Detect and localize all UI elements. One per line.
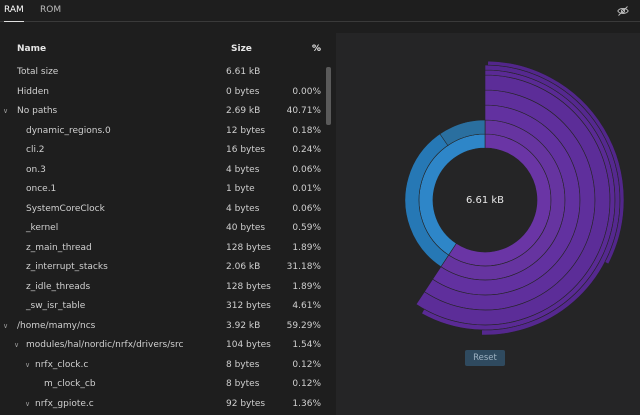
row-name: SystemCoreClock [26,203,105,214]
row-percent: 1.89% [292,242,321,253]
chevron-down-icon[interactable]: ∨ [25,399,31,408]
row-size: 6.61 kB [226,67,261,77]
row-percent: 0.12% [292,379,321,389]
row-percent: 0.59% [292,223,321,233]
row-size: 312 bytes [226,301,271,311]
row-size: 128 bytes [226,242,271,253]
row-percent: 1.89% [292,281,321,292]
row-name: on.3 [26,164,46,175]
table-row[interactable]: Hidden 0 bytes 0.00% [0,84,330,104]
row-size: 4 bytes [226,203,260,214]
row-percent: 0.18% [292,125,321,136]
eye-off-icon[interactable] [617,5,629,17]
row-percent: 1.54% [292,340,321,350]
table-row[interactable]: ∨ nrfx_clock.c 8 bytes 0.12% [0,357,330,377]
row-size: 4 bytes [226,164,260,175]
table-row[interactable]: ∨ nrfx_gpiote.c 92 bytes 1.36% [0,396,330,415]
row-name: z_main_thread [26,242,92,253]
row-name: _sw_isr_table [26,301,86,311]
row-percent: 0.12% [292,359,321,370]
tab-ram[interactable]: RAM [4,0,24,22]
row-size: 40 bytes [226,223,266,233]
row-size: 8 bytes [226,379,260,389]
row-size: 12 bytes [226,125,266,136]
row-size: 8 bytes [226,359,260,370]
table-row[interactable]: _sw_isr_table 312 bytes 4.61% [0,298,330,318]
row-size: 104 bytes [226,340,271,350]
chevron-down-icon[interactable]: ∨ [3,107,9,115]
row-percent: 40.71% [286,106,321,116]
row-percent: 0.06% [292,203,321,214]
row-size: 2.69 kB [226,106,261,116]
table-row[interactable]: SystemCoreClock 4 bytes 0.06% [0,201,330,221]
table-row[interactable]: z_main_thread 128 bytes 1.89% [0,240,330,260]
table-row[interactable]: once.1 1 byte 0.01% [0,181,330,201]
table-row[interactable]: cli.2 16 bytes 0.24% [0,142,330,162]
row-percent: 0.06% [292,164,321,175]
table-row[interactable]: dynamic_regions.0 12 bytes 0.18% [0,123,330,143]
table-row[interactable]: m_clock_cb 8 bytes 0.12% [0,376,330,396]
row-name: nrfx_clock.c [35,359,89,370]
center-total-label: 6.61 kB [466,195,504,206]
row-size: 92 bytes [226,398,266,409]
column-header-percent[interactable]: % [312,44,322,54]
row-name: cli.2 [26,145,45,155]
row-size: 3.92 kB [226,320,261,331]
table-row[interactable]: ∨ /home/mamy/ncs 3.92 kB 59.29% [0,318,330,338]
row-name: z_interrupt_stacks [26,262,108,272]
table-row[interactable]: Total size 6.61 kB [0,64,330,84]
row-percent: 31.18% [286,262,321,272]
row-percent: 59.29% [286,320,321,331]
chevron-down-icon[interactable]: ∨ [25,360,31,369]
chevron-down-icon[interactable]: ∨ [3,321,9,330]
tab-bar: RAM ROM [0,0,640,22]
row-name: dynamic_regions.0 [26,125,111,136]
row-name: z_idle_threads [26,281,91,292]
row-name: _kernel [26,223,59,233]
sunburst-chart: 6.61 kB [404,60,625,336]
row-size: 0 bytes [226,86,260,97]
table-row[interactable]: on.3 4 bytes 0.06% [0,162,330,182]
table-row[interactable]: _kernel 40 bytes 0.59% [0,220,330,240]
chevron-down-icon[interactable]: ∨ [14,341,20,349]
row-size: 16 bytes [226,145,266,155]
row-percent: 1.36% [292,398,321,409]
row-name: once.1 [26,184,57,194]
row-name: nrfx_gpiote.c [35,398,94,409]
row-percent: 0.01% [292,184,321,194]
row-name: Total size [17,67,59,77]
column-header-name[interactable]: Name [17,44,47,54]
segment-ncs-depth-8[interactable] [487,60,625,265]
row-name: m_clock_cb [44,379,96,389]
reset-button[interactable]: Reset [465,350,505,366]
table-row[interactable]: ∨ No paths 2.69 kB 40.71% [0,103,330,123]
column-header-size[interactable]: Size [231,44,252,54]
row-percent: 4.61% [292,301,321,311]
row-size: 1 byte [226,184,255,194]
size-table: Name Size % Total size 6.61 kB Hidden 0 byt… [0,38,330,415]
row-name: modules/hal/nordic/nrfx/drivers/src [26,340,184,350]
table-row[interactable]: z_idle_threads 128 bytes 1.89% [0,279,330,299]
row-percent: 0.00% [292,86,321,97]
tab-rom[interactable]: ROM [40,5,62,15]
row-size: 2.06 kB [226,262,261,272]
row-name: /home/mamy/ncs [17,320,96,331]
row-name: Hidden [17,86,49,97]
row-name: No paths [17,106,58,116]
table-row[interactable]: ∨ modules/hal/nordic/nrfx/drivers/src 104 … [0,337,330,357]
row-size: 128 bytes [226,281,271,292]
table-scrollbar[interactable] [326,67,331,125]
table-row[interactable]: z_interrupt_stacks 2.06 kB 31.18% [0,259,330,279]
segment-no-paths-small-items[interactable] [439,119,486,146]
row-percent: 0.24% [292,145,321,155]
